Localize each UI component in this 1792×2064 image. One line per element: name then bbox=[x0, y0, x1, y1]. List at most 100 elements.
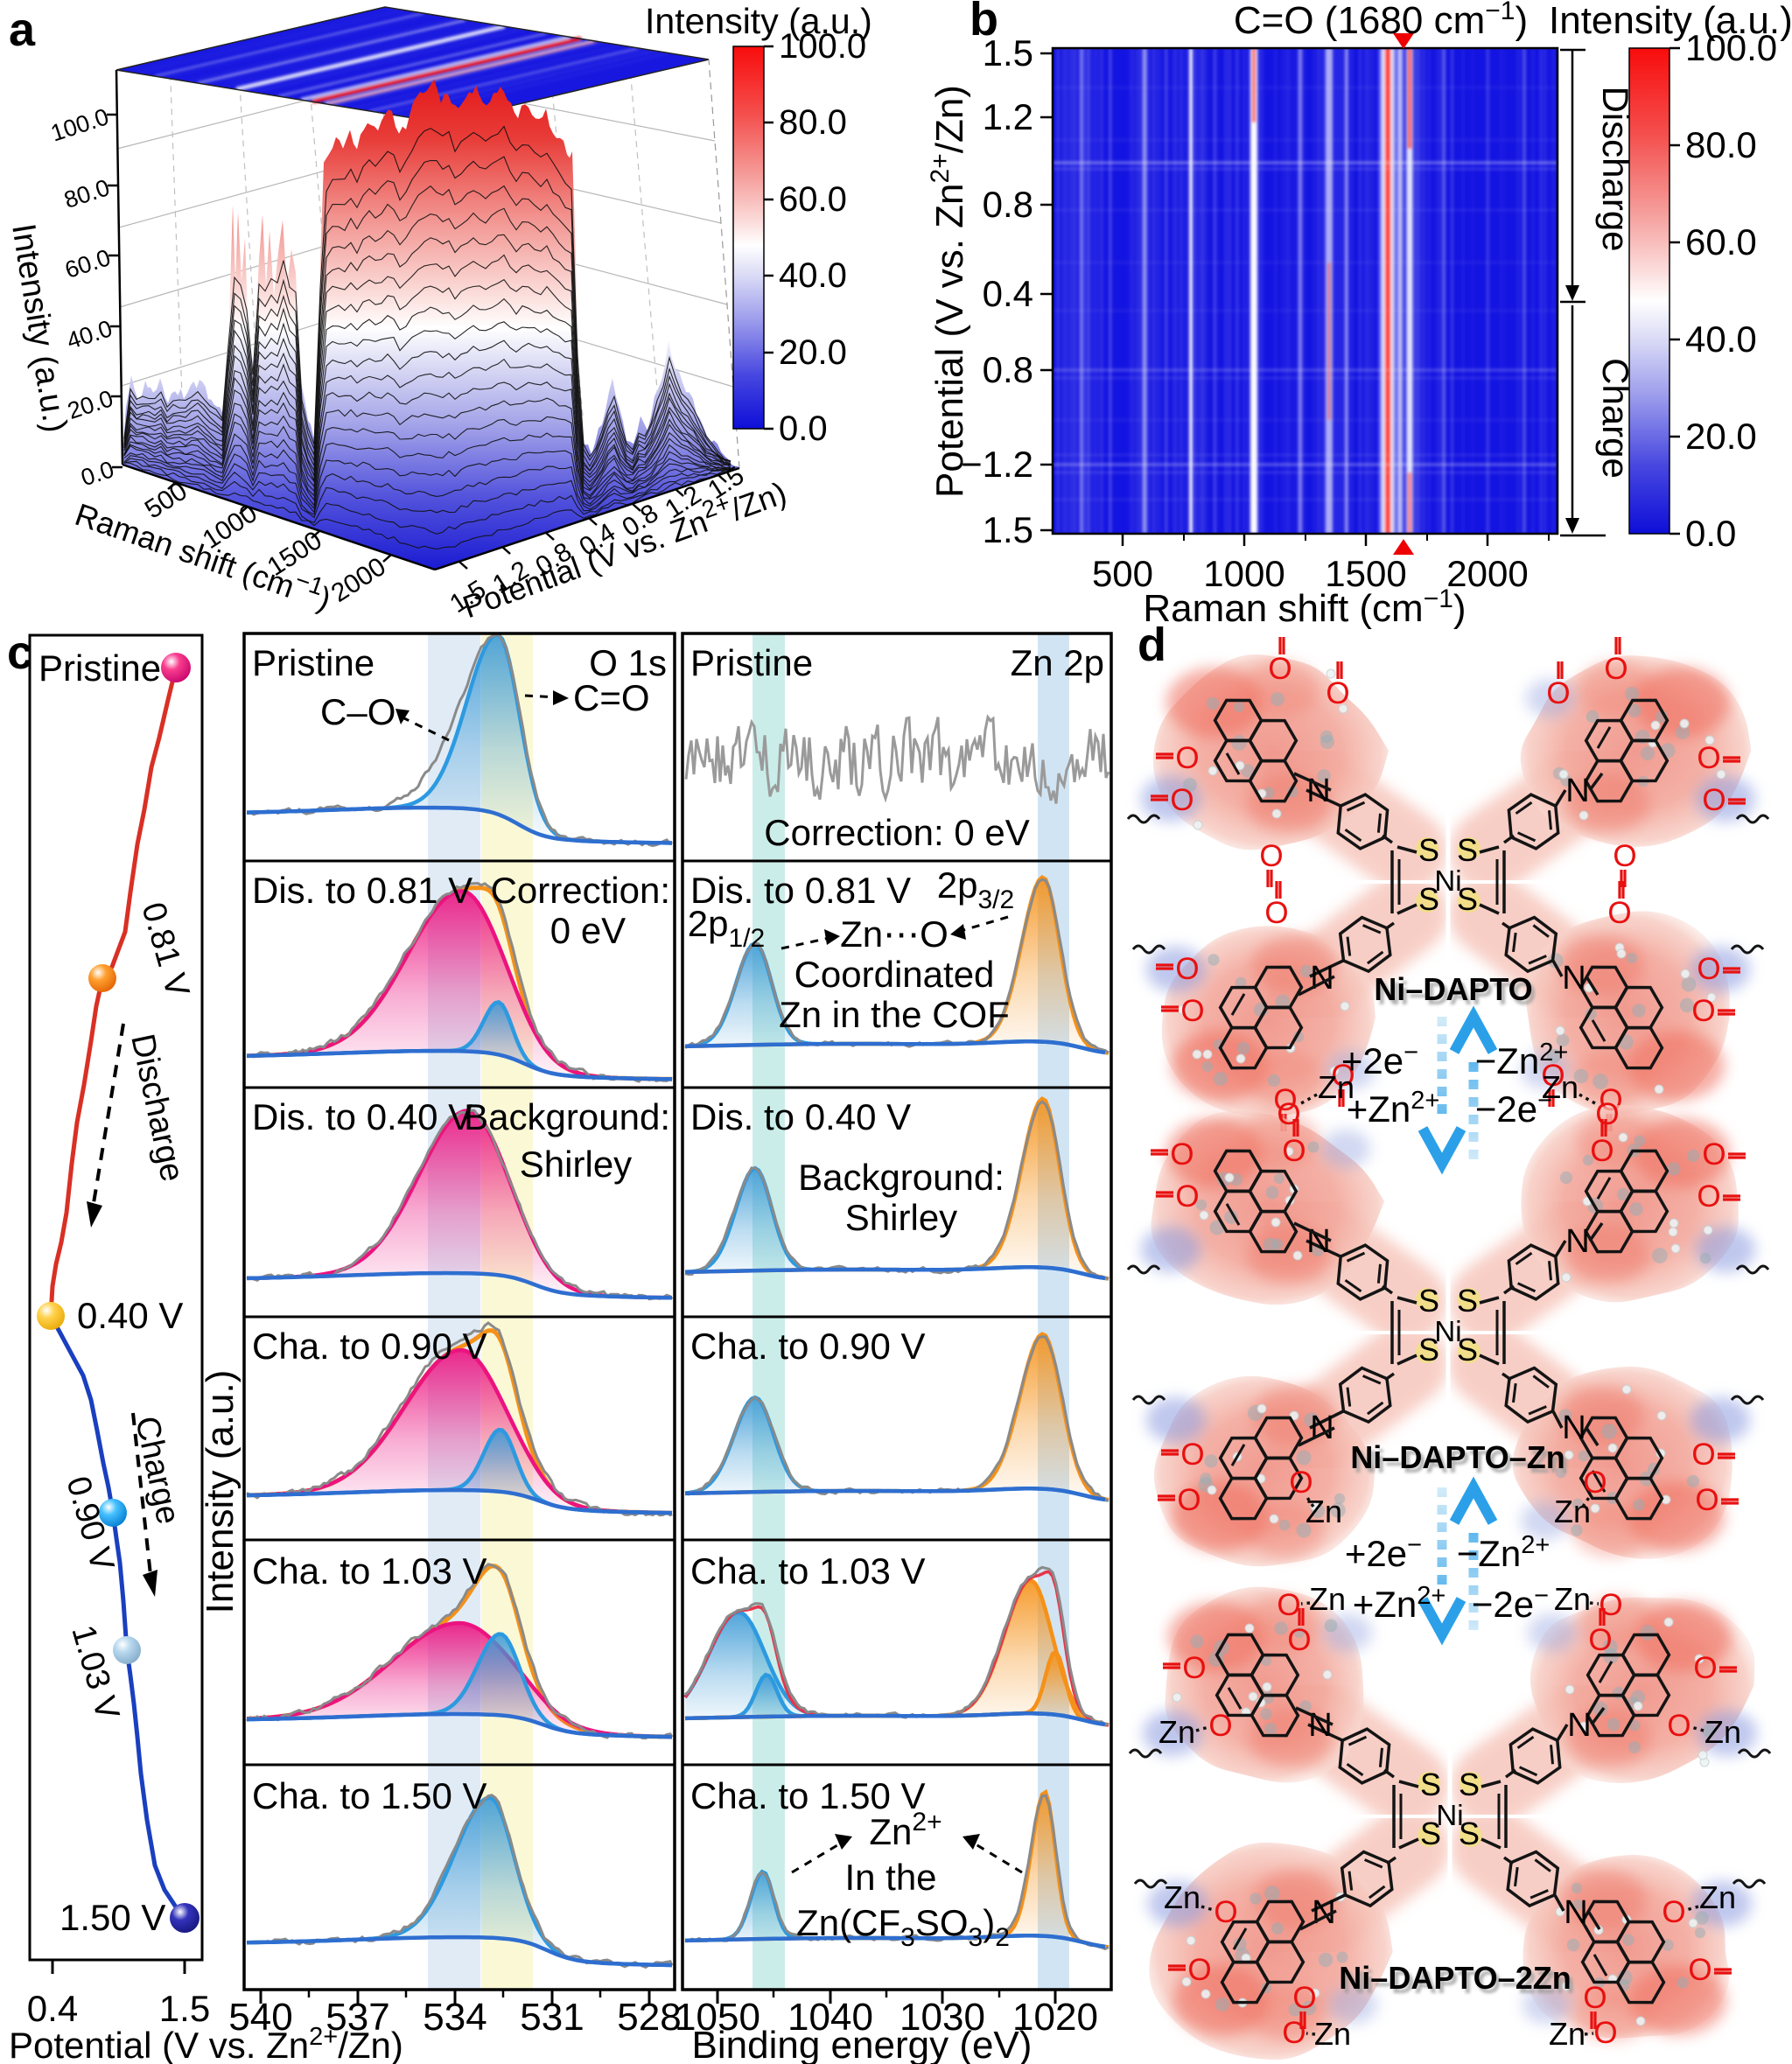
svg-text:100.0: 100.0 bbox=[1685, 27, 1777, 68]
svg-text:Dis. to 0.81 V: Dis. to 0.81 V bbox=[690, 870, 911, 911]
svg-text:1.50 V: 1.50 V bbox=[60, 1897, 165, 1938]
svg-text:O: O bbox=[1702, 1137, 1726, 1172]
svg-text:1500: 1500 bbox=[1325, 553, 1406, 594]
svg-text:S: S bbox=[1457, 881, 1478, 917]
svg-text:b: b bbox=[970, 0, 998, 45]
svg-text:O: O bbox=[1702, 783, 1726, 817]
svg-text:40.0: 40.0 bbox=[1685, 318, 1757, 360]
svg-text:O: O bbox=[1546, 676, 1570, 710]
svg-text:O: O bbox=[1187, 1953, 1211, 1987]
svg-text:N: N bbox=[1308, 1707, 1332, 1744]
svg-text:1050: 1050 bbox=[675, 1996, 760, 2039]
svg-text:S: S bbox=[1420, 1816, 1441, 1851]
svg-text:d: d bbox=[1138, 619, 1166, 671]
svg-text:O: O bbox=[1277, 1588, 1300, 1622]
svg-text:Shirley: Shirley bbox=[845, 1197, 957, 1238]
svg-text:Zn: Zn bbox=[1704, 1714, 1741, 1750]
svg-text:O: O bbox=[1593, 2016, 1617, 2050]
svg-text:1030: 1030 bbox=[900, 1996, 985, 2039]
svg-text:0.8: 0.8 bbox=[983, 349, 1033, 390]
svg-text:Correction: 0 eV: Correction: 0 eV bbox=[764, 812, 1029, 853]
svg-text:O: O bbox=[1697, 741, 1720, 775]
svg-text:Ni–DAPTO–2Zn: Ni–DAPTO–2Zn bbox=[1342, 1964, 1574, 2000]
svg-text:Zn: Zn bbox=[1318, 1069, 1354, 1105]
svg-text:0.4: 0.4 bbox=[983, 273, 1033, 314]
svg-text:N: N bbox=[1567, 1707, 1591, 1744]
svg-text:S: S bbox=[1420, 1767, 1441, 1802]
svg-text:Potential (V vs. Zn2+/Zn): Potential (V vs. Zn2+/Zn) bbox=[9, 2023, 403, 2064]
svg-text:O: O bbox=[1604, 652, 1628, 686]
svg-text:Dis. to 0.40 V: Dis. to 0.40 V bbox=[252, 1096, 472, 1137]
svg-text:Cha. to 0.90 V: Cha. to 0.90 V bbox=[690, 1326, 926, 1367]
svg-text:1020: 1020 bbox=[1012, 1996, 1098, 2039]
svg-text:1.5: 1.5 bbox=[983, 509, 1033, 550]
svg-text:Zn: Zn bbox=[1306, 1494, 1342, 1529]
svg-text:O: O bbox=[1175, 741, 1199, 775]
svg-text:80.0: 80.0 bbox=[779, 103, 847, 142]
svg-text:Correction:: Correction: bbox=[491, 870, 670, 911]
svg-text:O: O bbox=[1588, 1623, 1612, 1657]
svg-text:Intensity (a.u.): Intensity (a.u.) bbox=[645, 1, 872, 41]
svg-text:O: O bbox=[1595, 1097, 1619, 1131]
svg-text:O: O bbox=[1182, 1651, 1206, 1685]
svg-text:528: 528 bbox=[617, 1996, 681, 2039]
svg-text:Ni: Ni bbox=[1434, 1315, 1461, 1347]
svg-text:O: O bbox=[1613, 839, 1636, 873]
svg-text:O: O bbox=[1326, 676, 1349, 710]
svg-text:Ni–DAPTO: Ni–DAPTO bbox=[1377, 976, 1536, 1011]
svg-text:Zn(CF3SO3)2: Zn(CF3SO3)2 bbox=[796, 1902, 1010, 1952]
svg-text:O: O bbox=[1691, 994, 1715, 1028]
svg-text:O: O bbox=[1292, 1981, 1316, 2015]
svg-text:O: O bbox=[1208, 1709, 1232, 1743]
svg-text:S: S bbox=[1457, 832, 1478, 868]
svg-text:0 eV: 0 eV bbox=[550, 910, 626, 951]
svg-text:O: O bbox=[1287, 1623, 1311, 1657]
svg-text:20.0: 20.0 bbox=[1685, 416, 1757, 457]
svg-text:20.0: 20.0 bbox=[779, 333, 847, 372]
svg-text:O: O bbox=[1289, 1466, 1312, 1500]
svg-text:O: O bbox=[1583, 1981, 1606, 2015]
svg-text:S: S bbox=[1457, 1283, 1478, 1319]
svg-text:O: O bbox=[1175, 1179, 1199, 1214]
svg-text:60.0: 60.0 bbox=[1685, 221, 1757, 262]
svg-text:1.5: 1.5 bbox=[159, 1988, 210, 2029]
svg-text:O: O bbox=[1175, 952, 1199, 986]
svg-text:Dis. to 0.81 V: Dis. to 0.81 V bbox=[252, 870, 472, 911]
svg-text:1040: 1040 bbox=[788, 1996, 873, 2039]
svg-text:O: O bbox=[1583, 1466, 1606, 1500]
svg-text:1000: 1000 bbox=[1203, 553, 1284, 594]
svg-text:O: O bbox=[1541, 1059, 1564, 1093]
svg-text:O: O bbox=[1180, 1438, 1204, 1472]
svg-text:Intensity (a.u.): Intensity (a.u.) bbox=[1549, 0, 1792, 42]
svg-text:O: O bbox=[1259, 839, 1283, 873]
svg-text:Zn: Zn bbox=[1309, 1581, 1346, 1617]
svg-text:100.0: 100.0 bbox=[779, 27, 866, 66]
svg-text:2000: 2000 bbox=[1446, 553, 1528, 594]
svg-text:C=O (1680 cm−1): C=O (1680 cm−1) bbox=[1234, 0, 1528, 42]
svg-text:Ni–DAPTO–Zn: Ni–DAPTO–Zn bbox=[1350, 1439, 1564, 1475]
svg-text:Pristine: Pristine bbox=[252, 642, 374, 683]
svg-text:a: a bbox=[9, 3, 36, 56]
svg-text:Zn: Zn bbox=[1549, 2016, 1586, 2052]
svg-text:Pristine: Pristine bbox=[690, 642, 813, 683]
svg-text:Ni: Ni bbox=[1436, 1799, 1463, 1831]
svg-text:O 1s: O 1s bbox=[589, 642, 667, 683]
svg-text:C=O: C=O bbox=[573, 677, 650, 718]
svg-text:Binding energy (eV): Binding energy (eV) bbox=[692, 2024, 1032, 2064]
svg-text:O: O bbox=[1264, 896, 1288, 930]
svg-text:N: N bbox=[1562, 1410, 1586, 1446]
svg-text:S: S bbox=[1459, 1767, 1480, 1802]
svg-text:C–O: C–O bbox=[320, 691, 396, 732]
svg-text:O: O bbox=[1697, 952, 1720, 986]
svg-text:N: N bbox=[1310, 1410, 1334, 1446]
svg-text:531: 531 bbox=[520, 1996, 584, 2039]
svg-text:Ni: Ni bbox=[1434, 864, 1461, 897]
svg-text:Ni–DAPTO–2Zn: Ni–DAPTO–2Zn bbox=[1339, 1960, 1571, 1996]
svg-text:Ni–DAPTO: Ni–DAPTO bbox=[1374, 971, 1532, 1007]
svg-text:S: S bbox=[1418, 832, 1439, 868]
svg-text:0.0: 0.0 bbox=[1685, 513, 1736, 554]
svg-text:O: O bbox=[1688, 1953, 1712, 1987]
svg-text:Coordinated: Coordinated bbox=[794, 954, 995, 995]
svg-text:N: N bbox=[1562, 960, 1586, 997]
svg-text:0.4: 0.4 bbox=[27, 1988, 78, 2029]
